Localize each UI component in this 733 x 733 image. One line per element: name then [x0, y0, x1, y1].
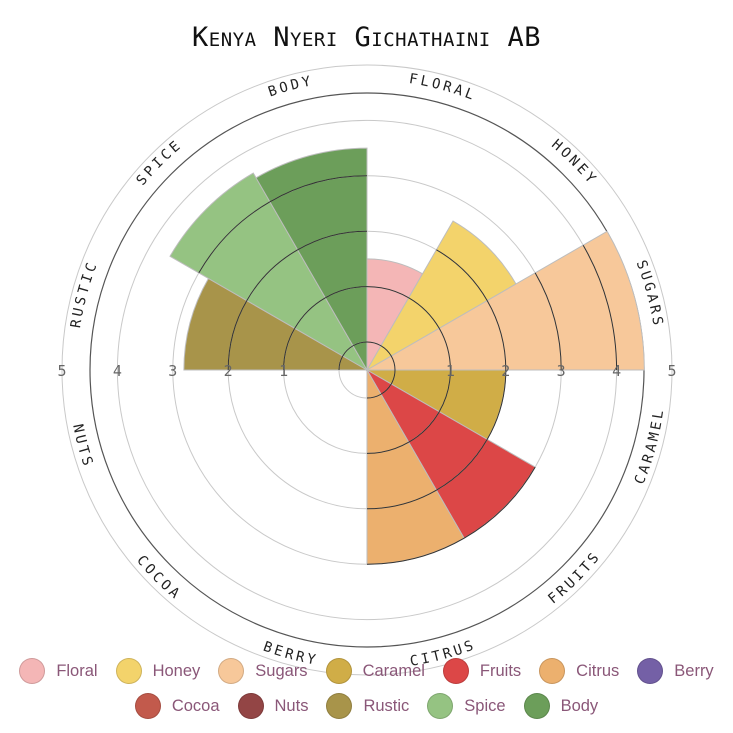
legend-swatch-cocoa	[134, 693, 161, 719]
grid-arc-2-caramel	[486, 369, 507, 440]
legend-item-sugars[interactable]: Sugars	[218, 658, 308, 684]
legend-label-rustic: Rustic	[363, 696, 410, 715]
grid-arc-0-rustic	[338, 355, 344, 371]
legend-swatch-berry	[637, 658, 664, 684]
legend-item-nuts[interactable]: Nuts	[237, 693, 309, 719]
legend-item-rustic[interactable]: Rustic	[326, 693, 409, 719]
grid-arc-3-citrus	[366, 537, 465, 565]
grid-ring-5	[61, 64, 673, 676]
tick-label-left-4: 4	[113, 362, 122, 380]
tick-label-right-3: 3	[557, 362, 566, 380]
axis-label-fruits: FRUITS	[545, 548, 604, 607]
legend-item-caramel[interactable]: Caramel	[325, 658, 425, 684]
grid-arc-2-fruits	[436, 439, 488, 491]
legend-swatch-body	[523, 693, 550, 719]
legend-label-honey: Honey	[152, 661, 201, 680]
legend-label-nuts: Nuts	[274, 696, 309, 715]
grid-arc-2-sugars	[486, 300, 507, 371]
grid-arc-1-floral	[366, 286, 409, 299]
chart-title: Kenya Nyeri Gichathaini AB	[192, 22, 541, 53]
tick-label-right-2: 2	[501, 362, 510, 380]
legend-item-berry[interactable]: Berry	[637, 658, 714, 684]
tick-label-left-2: 2	[224, 362, 233, 380]
grid-arc-2-honey	[436, 249, 488, 301]
grid-arc-1-caramel	[438, 369, 451, 412]
grid-arc-0-body	[352, 341, 368, 347]
grid-arc-0-spice	[342, 345, 354, 357]
legend-item-floral[interactable]: Floral	[19, 658, 98, 684]
grid-arc-3-body	[269, 175, 368, 203]
grid-arc-0-floral	[366, 341, 382, 347]
grid-arc-0-citrus	[366, 393, 382, 399]
tick-label-right-5: 5	[667, 362, 676, 380]
axis-label-body: BODY	[266, 73, 315, 100]
grid-arc-0-sugars	[390, 355, 396, 371]
legend-label-sugars: Sugars	[255, 661, 308, 680]
legend-item-honey[interactable]: Honey	[115, 658, 201, 684]
legend-item-body[interactable]: Body	[523, 693, 599, 719]
legend-item-cocoa[interactable]: Cocoa	[134, 693, 220, 719]
grid-arc-2-body	[297, 230, 368, 251]
legend-label-berry: Berry	[674, 661, 714, 680]
grid-arc-2-spice	[246, 249, 298, 301]
tick-label-right-1: 1	[446, 362, 455, 380]
axis-label-honey: HONEY	[548, 137, 600, 189]
grid-arc-1-fruits	[408, 411, 440, 443]
grid-arc-1-honey	[408, 297, 440, 329]
wedge-sugars	[365, 230, 645, 371]
legend-swatch-spice	[427, 693, 454, 719]
tick-label-right-4: 4	[612, 362, 621, 380]
legend-swatch-caramel	[325, 658, 352, 684]
legend-swatch-floral	[19, 658, 46, 684]
grid-arc-4-sugars	[582, 244, 618, 371]
grid-arc-0-honey	[380, 345, 392, 357]
grid-arc-1-citrus	[366, 441, 409, 454]
legend-label-caramel: Caramel	[362, 661, 425, 680]
legend-item-citrus[interactable]: Citrus	[539, 658, 619, 684]
legend-swatch-fruits	[442, 658, 469, 684]
wedge-honey	[365, 220, 517, 372]
grid-arc-1-spice	[294, 297, 326, 329]
legend-row-1: Floral Honey Sugars Caramel Fruits Citrus Berr…	[0, 658, 733, 684]
legend-swatch-citrus	[539, 658, 566, 684]
grid-arc-0-fruits	[380, 383, 392, 395]
grid-arc-1-body	[325, 286, 368, 299]
grid-arc-0-caramel	[390, 369, 396, 385]
legend-swatch-sugars	[218, 658, 245, 684]
legend-label-spice: Spice	[464, 696, 506, 715]
grid-arc-2-rustic	[227, 300, 248, 371]
tick-label-left-5: 5	[57, 362, 66, 380]
axis-label-cocoa: COCOA	[133, 552, 184, 603]
grid-arc-1-rustic	[283, 328, 296, 371]
tick-label-left-1: 1	[279, 362, 288, 380]
legend-swatch-nuts	[237, 693, 264, 719]
tick-label-left-3: 3	[168, 362, 177, 380]
grid-arc-3-spice	[198, 201, 271, 274]
grid-arc-3-sugars	[534, 272, 562, 371]
grid-arc-1-sugars	[438, 328, 451, 371]
axis-label-spice: SPICE	[134, 137, 186, 189]
legend-item-spice[interactable]: Spice	[427, 693, 506, 719]
grid-arc-2-citrus	[366, 489, 437, 510]
legend-swatch-honey	[115, 658, 142, 684]
legend-label-floral: Floral	[56, 661, 98, 680]
axis-label-rustic: RUSTIC	[68, 258, 101, 329]
legend-swatch-rustic	[326, 693, 353, 719]
legend-label-body: Body	[560, 696, 599, 715]
wedge-body	[255, 147, 368, 372]
axis-label-nuts: NUTS	[69, 423, 96, 471]
legend-label-cocoa: Cocoa	[171, 696, 220, 715]
legend-label-fruits: Fruits	[479, 661, 522, 680]
grid-arc-3-fruits	[463, 466, 536, 539]
legend-row-2: Cocoa Nuts Rustic Spice Body	[0, 693, 733, 719]
axis-label-floral: FLORAL	[408, 71, 479, 104]
legend-item-fruits[interactable]: Fruits	[442, 658, 522, 684]
legend-label-citrus: Citrus	[576, 661, 620, 680]
